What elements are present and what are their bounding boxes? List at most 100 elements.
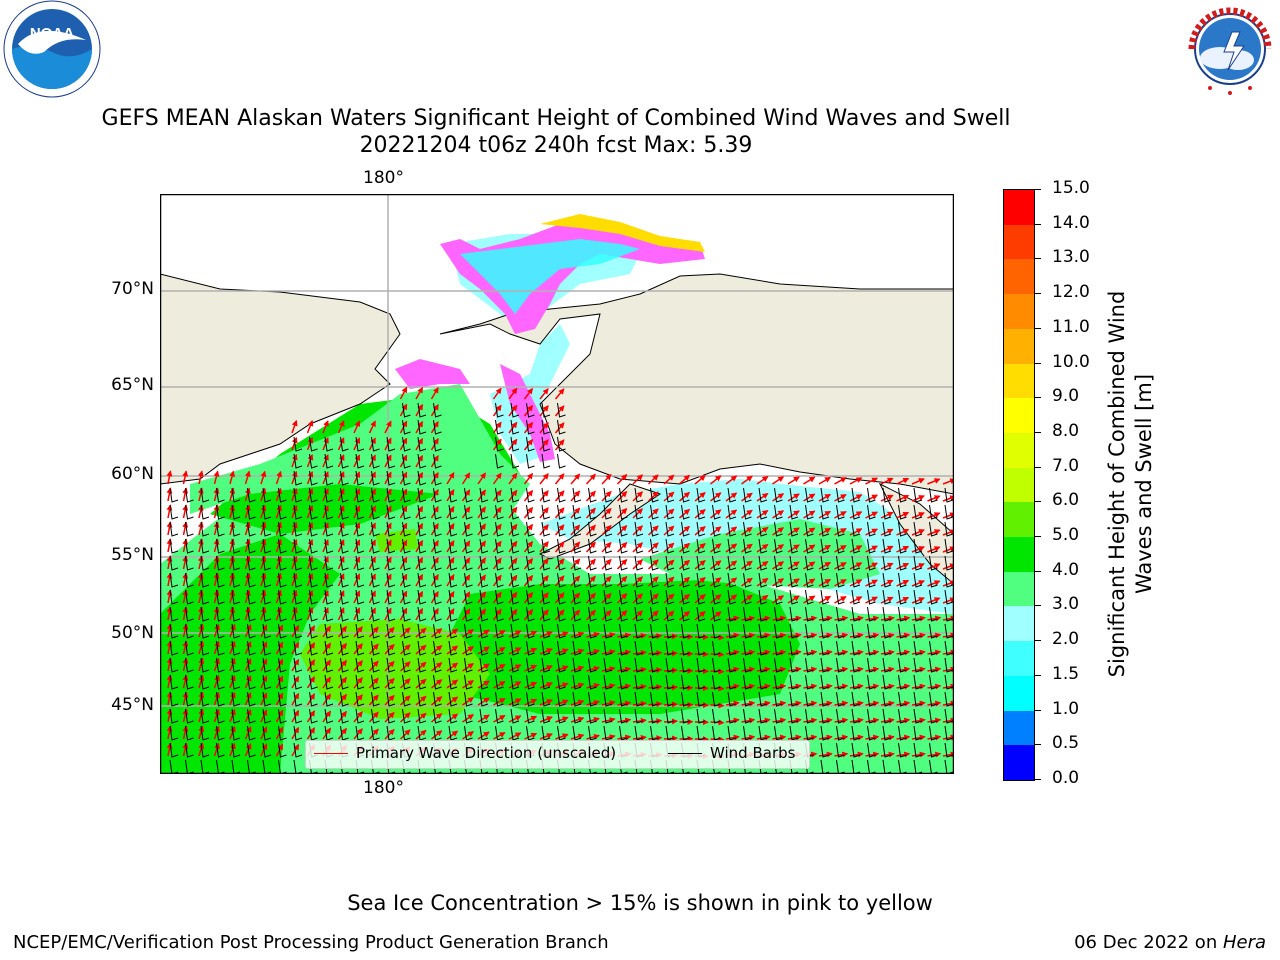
wind-barb bbox=[185, 504, 194, 520]
wind-barb bbox=[526, 555, 535, 571]
wind-barb bbox=[541, 436, 551, 452]
wave-arrow bbox=[508, 438, 518, 451]
wind-barb bbox=[913, 487, 923, 503]
wind-barb bbox=[448, 555, 458, 571]
wave-arrow bbox=[679, 576, 691, 587]
wave-arrow bbox=[275, 504, 282, 519]
wave-arrow bbox=[523, 489, 534, 502]
wind-barb bbox=[557, 453, 566, 469]
wind-barb bbox=[510, 521, 520, 537]
wave-arrow bbox=[896, 734, 911, 741]
wind-barb bbox=[309, 436, 318, 452]
wave-arrow bbox=[632, 700, 647, 707]
wave-arrow bbox=[322, 659, 332, 672]
wave-arrow bbox=[818, 527, 832, 536]
wave-arrow bbox=[244, 538, 251, 553]
wind-barb bbox=[805, 487, 814, 503]
wind-barb bbox=[200, 572, 210, 588]
wave-arrow bbox=[927, 751, 942, 758]
wave-arrow bbox=[601, 507, 612, 519]
wave-arrow bbox=[772, 632, 787, 639]
wave-arrow bbox=[477, 489, 486, 502]
colorbar-tick-label: 11.0 bbox=[1052, 316, 1090, 337]
wind-barb bbox=[169, 572, 179, 588]
wind-barb bbox=[588, 657, 597, 673]
wave-arrow bbox=[260, 521, 267, 536]
wave-arrow bbox=[229, 674, 236, 689]
wave-arrow bbox=[368, 626, 379, 638]
wave-arrow bbox=[508, 574, 518, 587]
wind-barb bbox=[572, 555, 582, 571]
wind-barb bbox=[371, 436, 380, 452]
wind-barb bbox=[743, 623, 752, 639]
wave-arrow bbox=[818, 615, 833, 622]
wind-barb bbox=[727, 606, 737, 622]
wave-arrow bbox=[787, 683, 802, 690]
legend-barb-label: Wind Barbs bbox=[710, 744, 796, 762]
wave-arrow bbox=[260, 470, 267, 485]
wind-barb bbox=[355, 538, 365, 554]
wave-arrow bbox=[818, 683, 833, 690]
wave-arrow bbox=[694, 475, 706, 485]
wind-barb bbox=[309, 623, 318, 639]
wind-barb bbox=[433, 453, 442, 469]
wind-barb bbox=[774, 521, 783, 537]
wind-barb bbox=[448, 521, 458, 537]
wind-barb bbox=[603, 623, 613, 639]
wind-barb bbox=[820, 521, 830, 537]
wind-barb bbox=[805, 504, 814, 520]
wind-barb bbox=[386, 504, 396, 520]
wave-arrow bbox=[927, 546, 941, 553]
wind-barb bbox=[464, 487, 473, 503]
wave-arrow bbox=[896, 615, 911, 622]
wind-barb bbox=[634, 521, 644, 537]
nws-logo bbox=[1180, 0, 1280, 100]
wave-arrow bbox=[648, 718, 663, 725]
wind-barb bbox=[309, 453, 318, 469]
wave-arrow bbox=[648, 650, 663, 657]
wind-barb bbox=[231, 572, 241, 588]
wind-barb bbox=[557, 436, 566, 452]
wind-barb bbox=[200, 504, 210, 520]
wave-arrow bbox=[601, 734, 616, 741]
wind-barb bbox=[572, 504, 582, 520]
wave-arrow bbox=[772, 544, 785, 553]
wind-barb bbox=[712, 589, 721, 605]
wind-barb bbox=[479, 538, 489, 554]
wind-barb bbox=[681, 555, 690, 571]
wave-arrow bbox=[570, 575, 581, 587]
wave-arrow bbox=[616, 541, 628, 553]
wave-arrow bbox=[477, 506, 486, 519]
wave-arrow bbox=[539, 592, 549, 604]
wind-barb bbox=[510, 538, 520, 554]
wind-barb bbox=[929, 623, 938, 639]
wave-arrow bbox=[725, 543, 738, 553]
wave-arrow bbox=[523, 523, 534, 536]
wind-barb bbox=[278, 538, 287, 554]
wave-arrow bbox=[508, 715, 522, 723]
wind-barb bbox=[913, 555, 923, 571]
colorbar-tick-label: 2.0 bbox=[1052, 629, 1080, 650]
wind-barb bbox=[340, 606, 349, 622]
colorbar-segment bbox=[1004, 467, 1034, 503]
wind-barb bbox=[262, 572, 272, 588]
wave-arrow bbox=[865, 579, 878, 587]
wave-arrow bbox=[477, 646, 490, 655]
wave-arrow bbox=[508, 591, 518, 604]
colorbar-tick-label: 0.0 bbox=[1052, 768, 1080, 788]
wave-arrow bbox=[741, 475, 753, 485]
wave-arrow bbox=[663, 701, 678, 708]
wave-arrow bbox=[539, 609, 549, 621]
wave-arrow bbox=[492, 404, 502, 417]
wave-arrow bbox=[647, 593, 659, 604]
wave-arrow bbox=[818, 649, 833, 656]
wind-barb bbox=[340, 555, 349, 571]
colorbar-tick bbox=[1034, 779, 1041, 780]
wind-barb bbox=[541, 623, 551, 639]
wind-barb bbox=[417, 453, 427, 469]
wind-barb bbox=[340, 623, 349, 639]
wind-barb bbox=[696, 538, 706, 554]
wave-arrow bbox=[648, 735, 663, 742]
wave-arrow bbox=[663, 491, 675, 502]
wave-arrow bbox=[477, 591, 486, 604]
